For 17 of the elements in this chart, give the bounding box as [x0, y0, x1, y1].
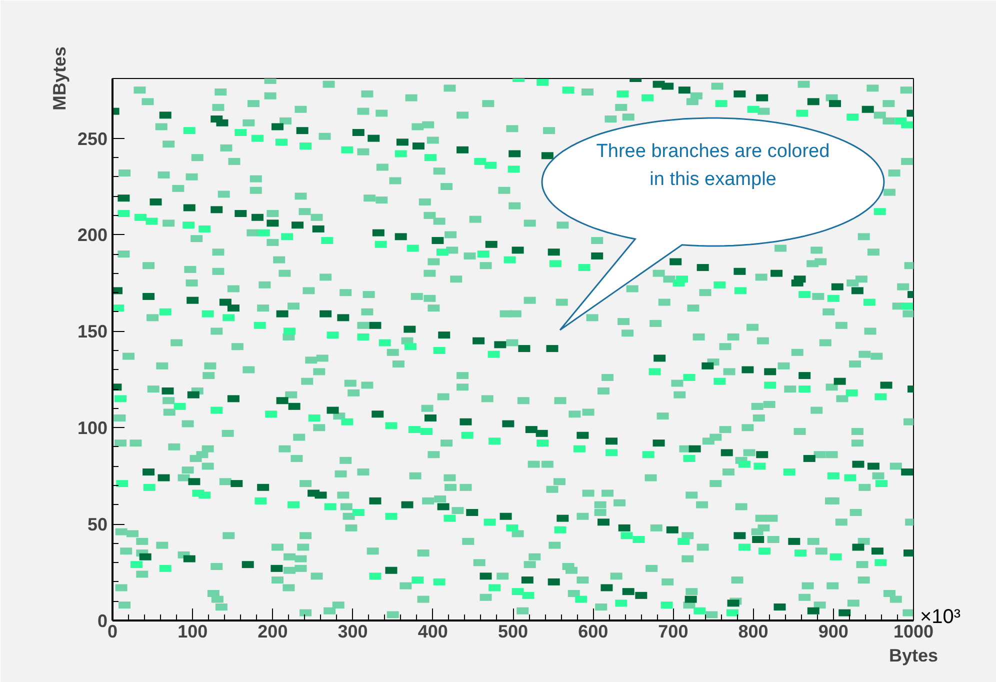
annotation: Three branches are colored in this example — [595, 140, 831, 192]
y-tick-label: 100 — [77, 418, 108, 438]
x-tick-label: 100 — [178, 622, 208, 642]
y-tick-label: 200 — [77, 225, 108, 246]
x-tick-label: 500 — [498, 622, 528, 642]
x-tick-label: 800 — [738, 622, 768, 642]
y-tick-label: 250 — [77, 128, 108, 149]
x-tick-label: 600 — [578, 622, 608, 642]
y-axis-title: MBytes — [49, 46, 70, 111]
x-axis-title: Bytes — [888, 646, 938, 666]
y-tick-label: 150 — [77, 322, 108, 342]
x-tick-label: 300 — [338, 622, 368, 642]
x-tick-label: 700 — [658, 622, 688, 642]
x-tick-label: 900 — [818, 622, 848, 642]
x-tick-label: 200 — [258, 622, 288, 642]
y-tick-label: 50 — [87, 514, 108, 535]
x-tick-label: 400 — [418, 622, 448, 642]
